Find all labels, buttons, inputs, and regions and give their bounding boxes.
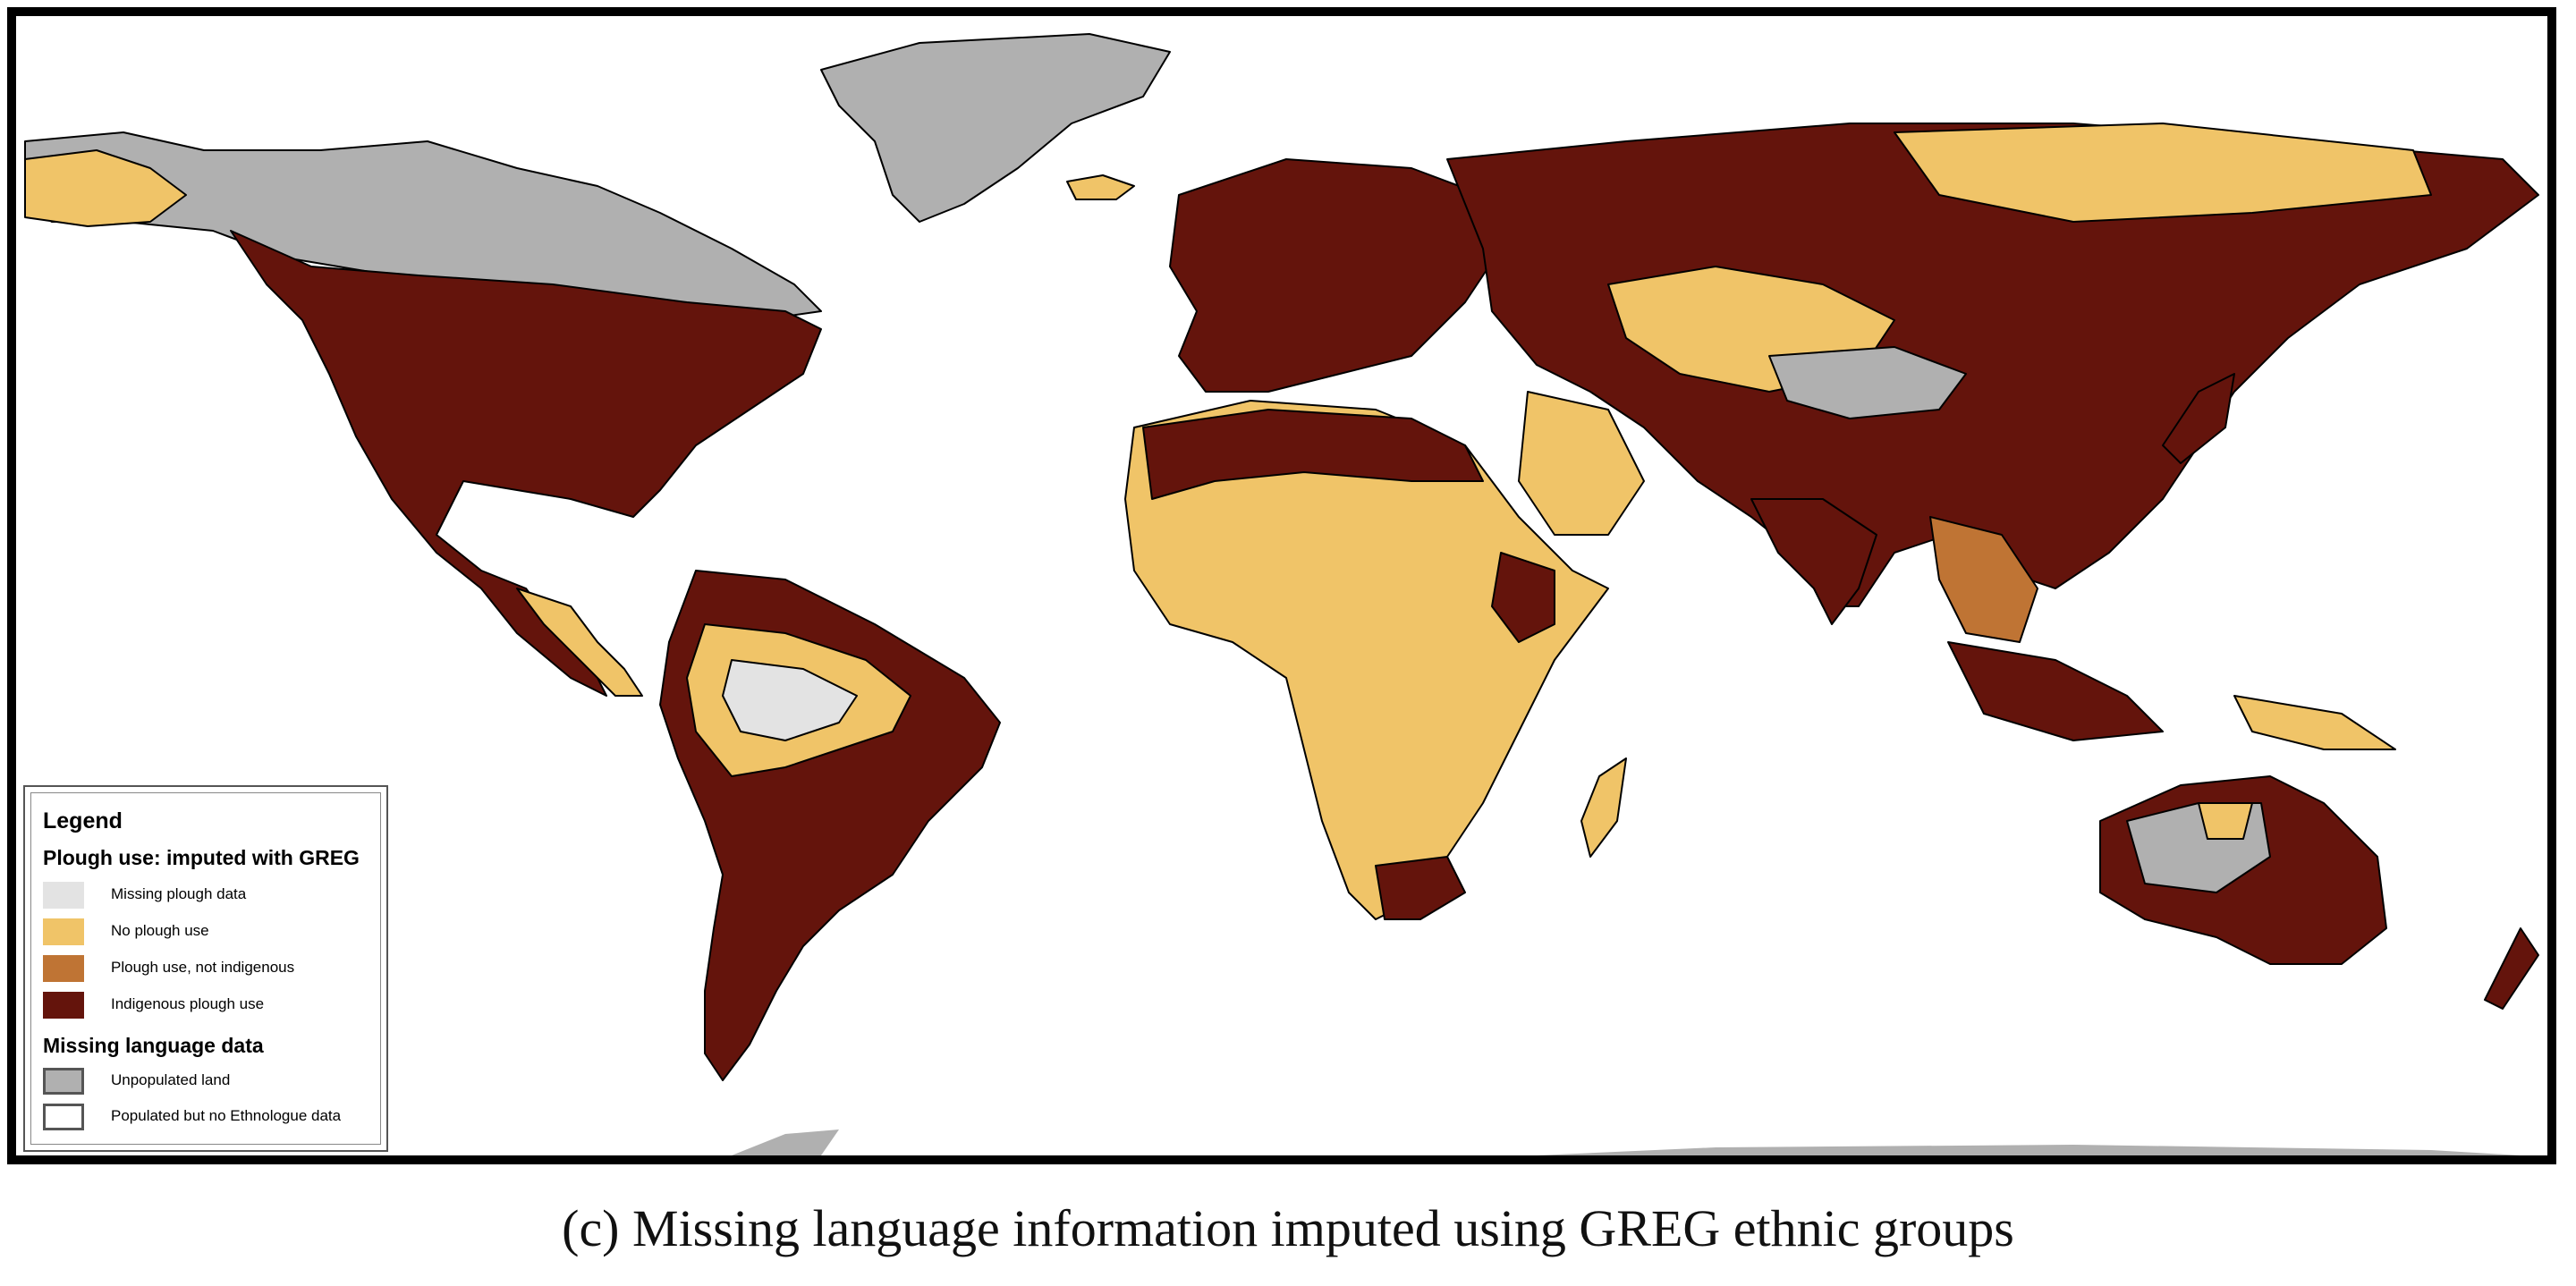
alaska-yellow	[24, 149, 187, 227]
legend-label: Populated but no Ethnologue data	[111, 1107, 342, 1124]
map-frame	[7, 7, 2556, 1164]
legend-label: Plough use, not indigenous	[111, 959, 295, 976]
north-america-region	[230, 230, 822, 697]
antarctica-peninsula	[732, 1129, 839, 1155]
siberia-yellow	[1894, 123, 2432, 223]
legend-label: No plough use	[111, 922, 209, 939]
swatch-indigenous	[43, 992, 84, 1019]
japan-region	[2162, 373, 2235, 464]
indonesia-region	[1947, 641, 2164, 741]
legend-inner-border	[30, 792, 381, 1145]
legend-item-no-plough: No plough use	[43, 917, 383, 947]
new-zealand-region	[2484, 927, 2539, 1010]
legend-item-missing-plough: Missing plough data	[43, 880, 383, 910]
iceland-region	[1066, 174, 1135, 200]
greenland-region	[820, 33, 1171, 223]
new-guinea-region	[2233, 695, 2396, 750]
legend-section-language: Missing language data	[43, 1034, 264, 1057]
north-america-north-region	[24, 131, 822, 321]
legend-item-unpopulated: Unpopulated land	[43, 1066, 383, 1096]
swatch-unpopulated	[43, 1068, 84, 1095]
legend-title: Legend	[43, 808, 123, 833]
europe-region	[1169, 158, 1502, 393]
figure-caption: (c) Missing language information imputed…	[562, 1199, 2014, 1257]
legend-label: Unpopulated land	[111, 1071, 231, 1088]
india-region	[1750, 498, 1877, 625]
amazon-missing	[722, 659, 858, 741]
swatch-missing-plough	[43, 882, 84, 909]
mongolia-grey	[1768, 346, 1967, 419]
world-map	[24, 33, 2539, 1155]
swatch-no-plough	[43, 918, 84, 945]
south-africa-indigenous	[1375, 856, 1466, 920]
legend-item-not-indigenous: Plough use, not indigenous	[43, 953, 383, 984]
legend-item-indigenous: Indigenous plough use	[43, 990, 383, 1020]
legend-label: Missing plough data	[111, 885, 247, 902]
legend-label: Indigenous plough use	[111, 995, 265, 1012]
se-asia-region	[1929, 516, 2038, 643]
antarctica-region	[1537, 1145, 2521, 1155]
legend-item-no-ethnologue: Populated but no Ethnologue data	[43, 1102, 383, 1132]
map-legend: Legend Plough use: imputed with GREG Mis…	[23, 785, 388, 1152]
swatch-not-indigenous	[43, 955, 84, 982]
central-america-region	[516, 588, 643, 697]
north-africa-indigenous	[1142, 409, 1484, 500]
asia-region	[1446, 123, 2539, 607]
ethiopia-indigenous	[1491, 552, 1555, 643]
legend-section-plough: Plough use: imputed with GREG	[43, 846, 360, 869]
swatch-no-ethnologue	[43, 1104, 84, 1130]
arabia-region	[1518, 391, 1645, 536]
australia-yellow	[2198, 802, 2253, 840]
madagascar-region	[1580, 757, 1627, 858]
